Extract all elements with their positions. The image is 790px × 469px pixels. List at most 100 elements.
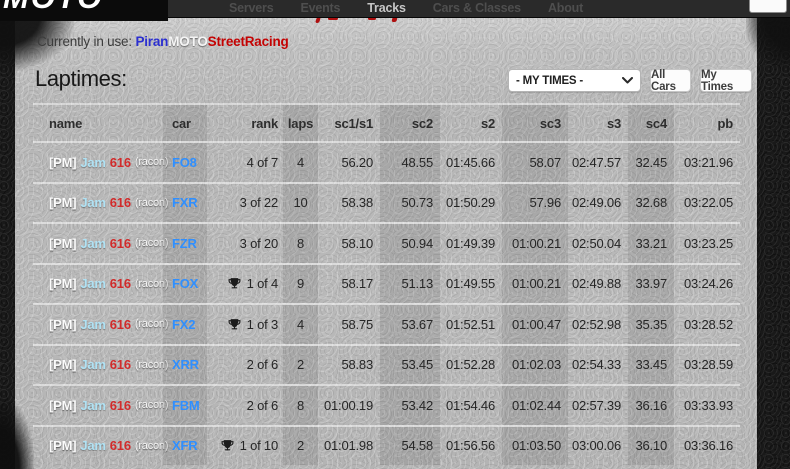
column-header-sc3: sc3: [502, 105, 568, 141]
player-number: 616: [109, 235, 131, 251]
player-tag: [PM]: [49, 276, 77, 292]
player-nick: Jam: [80, 357, 106, 373]
sc2-value: 50.94: [380, 224, 440, 263]
laptimes-filter-select[interactable]: - MY TIMES -: [508, 69, 641, 92]
player-nick: Jam: [80, 276, 106, 292]
laps-value: 4: [283, 143, 318, 182]
sc2-value: 50.73: [380, 183, 440, 222]
car-link[interactable]: XFR: [172, 438, 198, 454]
table-row: [PM] Jam 616 (racon) FXR 3 of 22 10 58.3…: [33, 181, 740, 223]
sc2-value: 54.58: [380, 426, 440, 465]
site-logo-text: MOTO: [3, 0, 103, 16]
laps-value: 8: [283, 386, 318, 425]
rank-value: 1 of 4: [246, 276, 279, 292]
player-number: 616: [109, 397, 131, 413]
s3-value: 02:49.06: [571, 195, 621, 211]
s2-value: 01:54.46: [445, 397, 495, 413]
sc4-value: 33.21: [628, 224, 674, 263]
currently-in-use-line: Currently in use: PiranMOTOStreetRacing: [37, 34, 289, 49]
nav-item-cars-classes[interactable]: Cars & Classes: [432, 1, 521, 15]
column-header-sc1-s1: sc1/s1: [334, 115, 373, 131]
player-nick: Jam: [80, 154, 106, 170]
site-logo[interactable]: MOTO: [0, 0, 168, 21]
rank-cell: 1 of 4: [207, 265, 283, 304]
player-number: 616: [109, 154, 131, 170]
nav-item-servers[interactable]: Servers: [229, 1, 274, 15]
my-times-button[interactable]: My Times: [700, 69, 752, 93]
server-name-part-blue: Piran: [135, 34, 169, 49]
nav-item-tracks[interactable]: Tracks: [367, 1, 406, 15]
player-number: 616: [109, 195, 131, 211]
sc1-s1-value: 58.38: [341, 195, 373, 211]
sc4-value: 33.45: [628, 345, 674, 384]
sc3-value: 01:00.21: [502, 264, 568, 303]
table-row: [PM] Jam 616 (racon) FOX 1 of 4 9 58.17 …: [33, 262, 740, 304]
trophy-icon: [221, 439, 234, 452]
rank-value: 4 of 7: [246, 154, 279, 170]
player-tag: [PM]: [49, 195, 77, 211]
pb-value: 03:24.26: [683, 276, 733, 292]
rank-value: 2 of 6: [246, 397, 279, 413]
sc4-value: 36.16: [628, 386, 674, 425]
sc3-value: 57.96: [502, 183, 568, 222]
s3-value: 02:57.39: [571, 397, 621, 413]
column-header-sc4: sc4: [628, 105, 674, 141]
player-number: 616: [109, 316, 131, 332]
player-name-cell: [PM] Jam 616 (racon): [33, 305, 169, 344]
sc3-value: 01:00.47: [502, 305, 568, 344]
pb-value: 03:33.93: [683, 397, 733, 413]
car-link[interactable]: FBM: [172, 397, 200, 413]
player-name-cell: [PM] Jam 616 (racon): [33, 386, 169, 425]
sc1-s1-value: 56.20: [341, 154, 373, 170]
car-link[interactable]: FXR: [172, 195, 198, 211]
rank-value: 2 of 6: [246, 357, 279, 373]
nav-item-events[interactable]: Events: [300, 1, 341, 15]
column-header-rank: rank: [251, 115, 278, 131]
car-cell: XFR: [163, 426, 207, 465]
player-suffix: (racon): [134, 196, 169, 209]
car-link[interactable]: FOX: [172, 276, 199, 292]
s2-value: 01:50.29: [445, 195, 495, 211]
page-title: Laptimes:: [35, 66, 127, 91]
car-cell: FXR: [163, 183, 207, 222]
player-nick: Jam: [80, 438, 106, 454]
nav-item-about[interactable]: About: [547, 1, 584, 15]
column-header-name: name: [49, 115, 83, 131]
car-link[interactable]: FX2: [172, 316, 196, 332]
pb-value: 03:21.96: [683, 154, 733, 170]
s2-value: 01:56.56: [445, 438, 495, 454]
all-cars-button[interactable]: All Cars: [650, 69, 691, 93]
server-name-part-red: StreetRacing: [207, 34, 289, 49]
sc1-s1-value: 58.17: [341, 276, 373, 292]
laps-value: 2: [283, 426, 318, 465]
player-nick: Jam: [80, 316, 106, 332]
car-link[interactable]: XRR: [172, 357, 199, 373]
car-link[interactable]: FZR: [172, 235, 197, 251]
car-cell: XRR: [163, 345, 207, 384]
player-suffix: (racon): [134, 277, 169, 290]
s3-value: 02:49.88: [571, 276, 621, 292]
sc3-value: 01:02.44: [502, 386, 568, 425]
car-link[interactable]: FO8: [172, 154, 197, 170]
rank-cell: 2 of 6: [207, 386, 283, 425]
pb-value: 03:28.59: [683, 357, 733, 373]
rank-cell: 3 of 20: [207, 224, 283, 263]
rank-cell: 1 of 3: [207, 305, 283, 344]
sc1-s1-value: 01:01.98: [323, 438, 373, 454]
server-name-part-white: MOTO: [168, 34, 208, 49]
sc2-value: 48.55: [380, 143, 440, 182]
laps-value: 4: [283, 305, 318, 344]
sc4-value: 32.45: [628, 143, 674, 182]
search-box[interactable]: [749, 0, 787, 13]
column-header-sc2: sc2: [380, 105, 440, 141]
column-header-car: car: [163, 105, 207, 141]
sc3-value: 01:00.21: [502, 224, 568, 263]
laptimes-table: name car rank laps sc1/s1 sc2 s2 sc3 s3 …: [33, 103, 740, 465]
pb-value: 03:28.52: [683, 316, 733, 332]
currently-in-use-label: Currently in use:: [37, 34, 132, 49]
player-tag: [PM]: [49, 357, 77, 373]
player-name-cell: [PM] Jam 616 (racon): [33, 184, 169, 223]
s2-value: 01:45.66: [445, 154, 495, 170]
table-body: [PM] Jam 616 (racon) FO8 4 of 7 4 56.20 …: [33, 141, 740, 465]
